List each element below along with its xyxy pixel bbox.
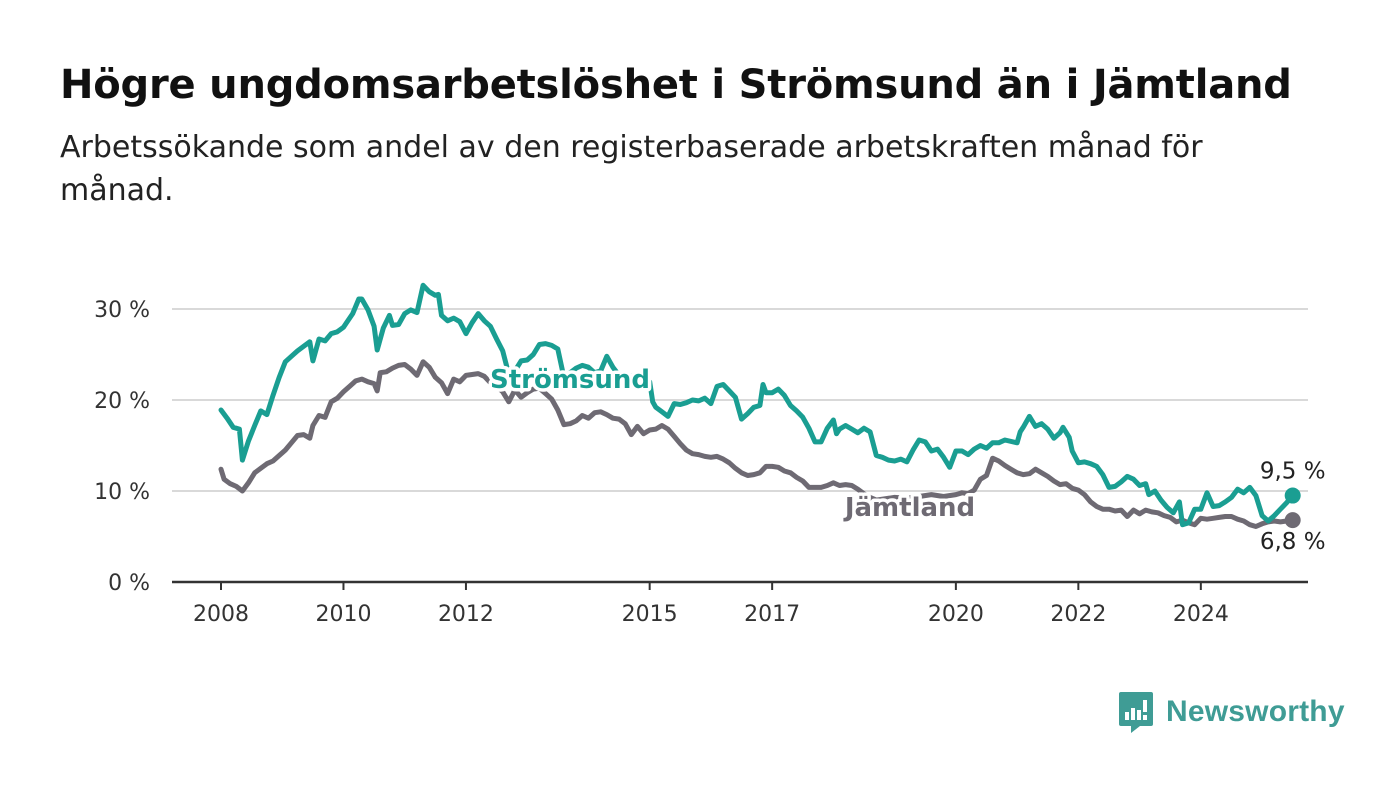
series-line-jmtland (218, 359, 1296, 529)
x-tick-label: 2015 (622, 602, 678, 627)
series-end-label: 6,8 % (1260, 529, 1326, 555)
chart-title: Högre ungdomsarbetslöshet i Strömsund än… (60, 62, 1292, 108)
x-tick-label: 2017 (744, 602, 800, 627)
series-name-label: Strömsund (490, 365, 650, 395)
newsworthy-logo-icon (1119, 692, 1153, 733)
x-tick-label: 2020 (928, 602, 984, 627)
x-tick-label: 2008 (193, 602, 249, 627)
chart-subtitle: Arbetssökande som andel av den registerb… (60, 130, 1203, 208)
y-tick-label: 0 % (108, 571, 150, 596)
y-tick-label: 10 % (94, 480, 150, 505)
x-tick-label: 2010 (315, 602, 371, 627)
x-tick-label: 2012 (438, 602, 494, 627)
newsworthy-logo[interactable]: Newsworthy (1118, 690, 1345, 734)
brand-name: Newsworthy (1166, 695, 1345, 728)
series-end-label: 9,5 % (1260, 459, 1326, 485)
x-tick-label: 2024 (1173, 602, 1229, 627)
series-name-label: Jämtland (843, 493, 975, 523)
y-tick-label: 20 % (94, 389, 150, 414)
series-line-strmsund (218, 282, 1296, 528)
series-end-marker (1284, 487, 1301, 504)
x-tick-label: 2022 (1050, 602, 1106, 627)
y-tick-label: 30 % (94, 298, 150, 323)
series-end-marker (1284, 512, 1301, 529)
